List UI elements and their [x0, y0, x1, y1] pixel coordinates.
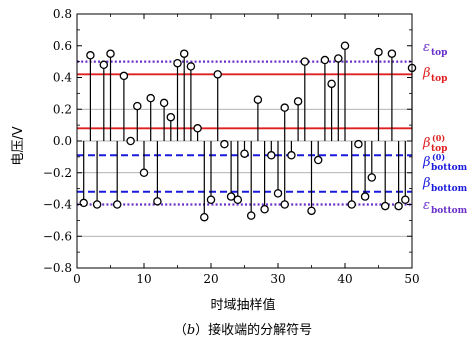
y-tick-label: 0.4: [53, 71, 72, 85]
ref-label-subscript: bottom: [431, 163, 467, 173]
x-tick-label: 30: [270, 272, 285, 286]
x-tick-label: 0: [73, 272, 81, 286]
ref-label-subscript: top: [431, 144, 447, 154]
stem-series: [79, 41, 417, 222]
stem-marker: [260, 205, 269, 214]
caption-open: （: [174, 323, 187, 338]
figure-caption: （b）接收端的分解符号: [174, 322, 312, 338]
x-tick-label: 40: [337, 272, 352, 286]
stem-marker: [193, 124, 202, 133]
x-tick-label: 20: [203, 272, 218, 286]
x-axis-label: 时域抽样值: [210, 297, 275, 313]
stem-marker: [300, 57, 310, 66]
ref-label-subscript: bottom: [431, 184, 467, 194]
x-tick-label: 10: [136, 272, 151, 286]
stem-marker: [354, 139, 363, 149]
ref-label-subscript: top: [431, 48, 447, 58]
axis-ticks: 0 10 20 30 40 50 0.8 0.6 0.4 0.2 0.0 −0.2 −0.4 −0.6 −0…: [43, 7, 420, 286]
ref-line-label: β bottom(0): [422, 152, 467, 173]
stem-marker: [206, 195, 216, 204]
stem-marker: [179, 49, 189, 58]
stem-marker: [213, 70, 222, 79]
y-tick-label: −0.6: [43, 229, 72, 243]
ref-line-label: β top(0): [422, 133, 447, 154]
stem-marker: [79, 198, 88, 208]
ref-label-symbol: ε: [423, 40, 430, 55]
stem-marker: [347, 200, 356, 209]
stem-marker: [374, 47, 383, 57]
y-tick-label: −0.2: [43, 166, 72, 180]
ref-line-label: ε bottom: [423, 198, 467, 216]
stem-marker: [119, 71, 129, 81]
stem-marker: [240, 149, 249, 158]
y-tick-label: 0.0: [53, 134, 72, 148]
stem-marker: [273, 189, 283, 198]
ref-label-symbol: β: [422, 176, 431, 191]
caption-letter: b: [187, 323, 195, 338]
stem-marker: [293, 97, 303, 106]
ref-line-label: ε top: [423, 40, 447, 58]
ref-line-label: β bottom: [422, 176, 467, 194]
y-tick-label: 0.2: [53, 102, 72, 116]
stem-marker: [246, 211, 256, 220]
stem-marker: [280, 200, 289, 209]
y-tick-label: −0.4: [43, 198, 73, 212]
stem-marker: [267, 151, 276, 160]
stem-marker: [126, 136, 135, 146]
x-tick-label: 50: [404, 272, 419, 286]
stem-marker: [360, 192, 370, 201]
stem-marker: [220, 139, 229, 149]
stem-marker: [367, 173, 377, 182]
y-tick-label: −0.8: [43, 261, 72, 275]
ref-line-label: β top: [422, 66, 447, 84]
stem-marker: [387, 49, 397, 58]
ref-label-symbol: β: [422, 155, 431, 170]
stem-marker: [394, 201, 403, 211]
stem-marker: [253, 95, 263, 104]
stem-marker: [287, 151, 296, 160]
stem-marker: [280, 103, 289, 112]
stem-marker: [86, 51, 95, 60]
stem-marker: [320, 55, 330, 65]
ref-label-superscript: (0): [432, 152, 445, 162]
stem-marker: [166, 112, 176, 122]
stem-marker: [112, 200, 122, 209]
ref-label-superscript: (0): [432, 133, 445, 143]
stem-marker: [380, 201, 390, 211]
stem-marker: [153, 197, 162, 206]
stem-marker: [106, 49, 115, 58]
stem-marker: [92, 200, 102, 209]
y-axis-label: 电压/V: [11, 126, 26, 165]
stem-marker: [133, 101, 142, 111]
ref-label-subscript: top: [431, 74, 447, 84]
stem-marker: [159, 98, 169, 108]
stem-marker: [233, 195, 243, 204]
stem-marker: [186, 62, 196, 71]
stem-marker: [139, 168, 149, 177]
stem-marker: [146, 93, 155, 103]
stem-marker: [200, 212, 209, 222]
stem-marker: [401, 195, 410, 204]
y-tick-label: 0.6: [53, 39, 72, 53]
ref-label-symbol: ε: [423, 198, 430, 213]
stem-marker: [226, 192, 236, 201]
stem-marker: [334, 54, 343, 63]
stem-marker: [99, 60, 109, 70]
ref-label-symbol: β: [422, 66, 431, 81]
ref-label-symbol: β: [422, 136, 431, 151]
y-tick-label: 0.8: [53, 7, 72, 21]
stem-marker: [307, 206, 316, 216]
stem-marker: [313, 155, 323, 165]
stem-marker: [173, 58, 182, 68]
ref-label-subscript: bottom: [431, 206, 467, 216]
stem-marker: [340, 41, 350, 51]
caption-text: ）接收端的分解符号: [195, 322, 312, 338]
stem-marker: [327, 79, 336, 89]
